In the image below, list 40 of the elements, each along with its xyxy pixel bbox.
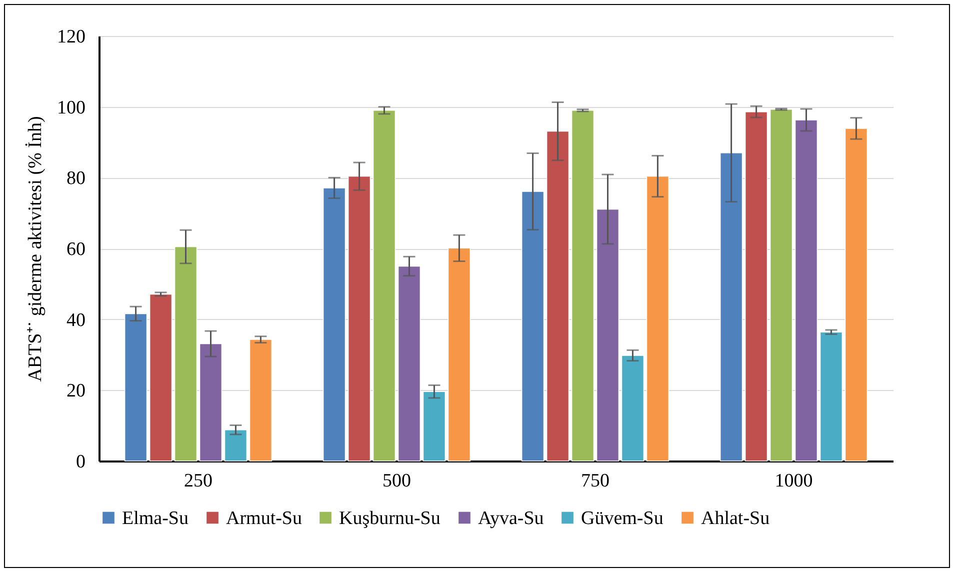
y-tick-label: 120 [57,26,86,48]
legend-label: Kuşburnu-Su [339,508,441,529]
bar [199,343,222,462]
bar [521,191,544,462]
bar [322,188,346,462]
bar [571,110,594,462]
legend-label: Ahlat-Su [701,508,770,529]
bar [646,176,670,462]
bar [596,208,620,462]
x-tick-label: 250 [184,470,212,492]
y-tick-label: 80 [66,168,86,190]
legend-label: Güvem-Su [581,508,664,529]
y-tick-label: 40 [66,310,86,331]
legend-label: Ayva-Su [478,508,544,529]
legend-label: Elma-Su [122,508,189,529]
bar [124,313,148,462]
bar [546,130,570,462]
y-tick-label: 20 [66,380,86,402]
bar [720,152,743,462]
y-tick-label: 100 [57,97,86,118]
x-tick-label: 1000 [774,470,813,492]
legend-label: Armut-Su [226,508,302,529]
y-tick-label: 0 [76,452,86,472]
bar [448,248,471,462]
y-axis-title: ABTS⁺˙ giderme aktivitesi (% İnh) [25,116,46,382]
y-tick-label: 60 [66,239,86,260]
bar [224,429,248,462]
bar [372,110,396,462]
bar [794,120,818,462]
bar [770,108,793,462]
bar [844,128,868,462]
bar [422,391,446,462]
x-tick-label: 750 [581,470,610,492]
bar [621,355,644,462]
bar [398,266,421,462]
bar [744,111,768,462]
bar [249,339,272,462]
x-tick-label: 500 [382,470,411,492]
bar [348,176,371,462]
bar [174,246,198,462]
